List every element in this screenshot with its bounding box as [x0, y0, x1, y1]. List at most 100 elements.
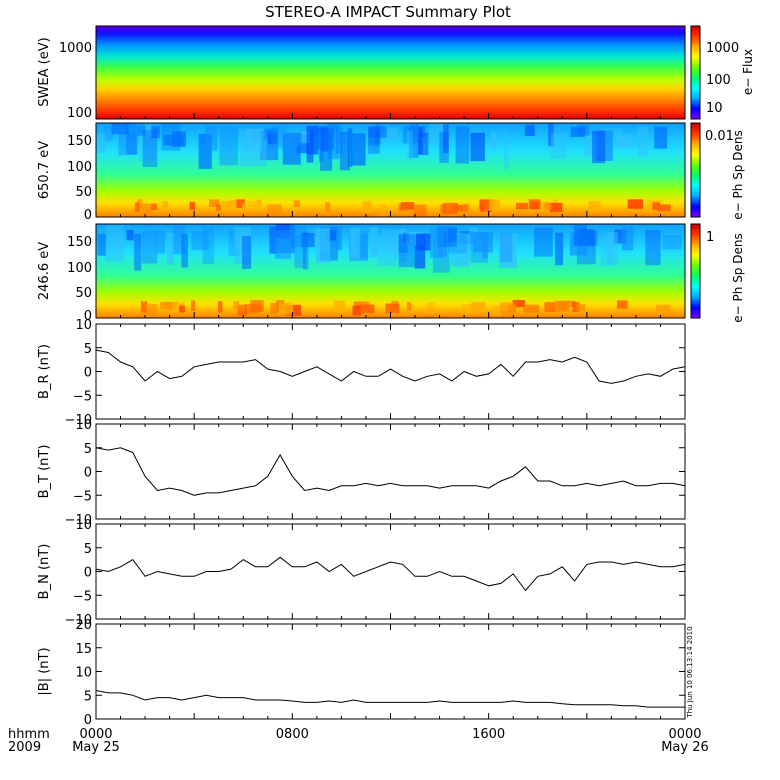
pad650-patches-texture-blue: [219, 126, 238, 166]
pad246-patches-texture-warm: [523, 304, 540, 313]
pad246-patches-texture-warm: [555, 300, 570, 312]
pad246-patches-texture-blue: [573, 225, 587, 246]
pad650-patches-texture-warm: [463, 203, 470, 212]
pad246-patches-texture-blue: [662, 235, 682, 250]
pad246-patches-texture-warm: [500, 302, 516, 315]
bn-ytick-label: −10: [65, 613, 92, 628]
pad650-patches-texture-blue: [205, 125, 218, 151]
pad246-ytick-100: 100: [67, 261, 92, 276]
br-ytick-label: 5: [84, 342, 92, 357]
pad246-ylabel: 246.6 eV: [37, 242, 52, 300]
panel-pad246: 150 100 50 0 246.6 eV 1 e− Ph Sp Dens: [37, 223, 745, 324]
panel-pad650: 150 100 50 0 650.7 eV 0.01 e− Ph Sp Dens: [37, 122, 745, 223]
pad246-patches-texture-blue: [555, 232, 564, 266]
bn-ytick-label: 5: [84, 542, 92, 557]
br-ytick-label: −5: [73, 389, 92, 404]
pad650-patches-texture-blue: [373, 125, 382, 145]
bn-series-line: [95, 556, 686, 592]
panel-br: 10 5 0 −5 −10 B_R (nT): [37, 318, 686, 428]
pad246-patches-texture-blue: [316, 227, 331, 263]
pad650-patches-texture-blue: [142, 129, 158, 167]
pad246-patches-texture-blue: [398, 234, 408, 253]
pad246-ytick-150: 150: [67, 235, 92, 250]
pad246-patches-texture-warm: [512, 300, 526, 308]
br-ylabel: B_R (nT): [37, 344, 52, 399]
xtick-time-label: 0000: [668, 727, 701, 742]
pad650-patches-texture-warm: [550, 202, 563, 213]
pad246-patches-texture-blue: [269, 226, 277, 254]
bmag-ylabel: |B| (nT): [37, 647, 52, 695]
xaxis-year-label: 2009: [8, 740, 41, 755]
pad246-patches-texture-blue: [414, 234, 426, 269]
pad650-patches-texture-blue: [96, 134, 106, 153]
pad650-patches-texture-warm: [588, 201, 601, 212]
pad246-patches-texture-warm: [426, 302, 435, 314]
pad650-patches-texture-warm: [141, 203, 152, 216]
bmag-ytick-label: 15: [75, 642, 92, 657]
pad650-patches-texture-blue: [455, 126, 470, 164]
pad650-patches-texture-blue: [504, 132, 509, 170]
pad650-patches-texture-blue: [340, 131, 350, 171]
pad650-patches-texture-blue: [172, 131, 186, 147]
pad246-patches-texture-warm: [159, 302, 173, 310]
pad246-patches-texture-blue: [499, 233, 517, 268]
pad246-patches-texture-blue: [370, 227, 379, 258]
pad650-patches-texture-blue: [637, 126, 648, 157]
pad246-patches-texture-warm: [352, 305, 362, 316]
pad650-patches-texture-blue: [470, 132, 485, 162]
pad650-patches-texture-warm: [134, 202, 140, 213]
pad650-patches-texture-warm: [362, 201, 372, 213]
swea-spectrogram: [96, 26, 685, 119]
pad650-patches-texture-blue: [347, 128, 353, 167]
bt-ytick-label: −5: [73, 489, 92, 504]
pad246-patches-texture-blue: [301, 233, 315, 247]
pad246-patches-texture-warm: [145, 303, 158, 314]
bt-ytick-label: 5: [84, 442, 92, 457]
pad650-patches-texture-warm: [657, 204, 671, 212]
pad650-patches-texture-blue: [306, 130, 314, 163]
pad246-patches-texture-blue: [481, 234, 488, 259]
bmag-ytick-label: 5: [84, 689, 92, 704]
pad246-patches-texture-blue: [336, 226, 342, 250]
xtick-time-label: 0000: [79, 727, 112, 742]
pad246-patches-texture-blue: [126, 229, 134, 241]
bt-ytick-label: 0: [84, 466, 92, 481]
pad650-patches-texture-blue: [525, 124, 535, 136]
pad650-patches-texture-blue: [351, 133, 366, 166]
pad650-patches-texture-blue: [111, 123, 129, 135]
pad650-patches-texture-warm: [652, 202, 660, 210]
br-ytick-label: 10: [75, 318, 92, 333]
pad650-patches-texture-blue: [654, 126, 668, 149]
pad650-patches-texture-warm: [530, 202, 539, 209]
pad246-ytick-50: 50: [75, 286, 92, 301]
pad246-patches-texture-blue: [393, 229, 399, 260]
pad650-patches-texture-warm: [241, 203, 246, 211]
pad650-patches-texture-warm: [267, 204, 282, 217]
pad246-patches-texture-warm: [333, 300, 346, 312]
bmag-ytick-label: 10: [75, 666, 92, 681]
pad650-patches-texture-blue: [145, 123, 152, 146]
pad650-colorbar: [690, 122, 701, 218]
pad246-patches-texture-warm: [191, 300, 196, 311]
pad246-patches-texture-blue: [97, 233, 107, 256]
xtick-time-label: 0800: [276, 727, 309, 742]
pad650-patches-texture-warm: [325, 202, 331, 212]
pad650-patches-texture-blue: [402, 126, 422, 144]
pad246-patches-texture-warm: [233, 301, 240, 310]
swea-cbar-tick-1000: 1000: [706, 41, 739, 56]
xtick-date-label: May 26: [661, 740, 709, 755]
pad650-patches-texture-blue: [551, 133, 567, 159]
pad650-patches-texture-warm: [443, 202, 459, 215]
bmag-series-line: [95, 690, 685, 708]
pad246-patches-texture-blue: [645, 230, 661, 266]
pad650-patches-texture-warm: [189, 201, 196, 210]
pad650-patches-texture-warm: [627, 199, 644, 209]
pad246-patches-texture-warm: [244, 303, 261, 314]
pad246-ytick-0: 0: [84, 309, 92, 324]
pad650-patches-texture-blue: [286, 132, 302, 146]
swea-cbar-label: e− Flux: [741, 49, 755, 95]
br-series-line: [95, 349, 686, 384]
pad650-patches-texture-blue: [335, 127, 343, 154]
pad650-patches-texture-blue: [418, 132, 429, 156]
pad650-patches-texture-blue: [271, 125, 287, 148]
